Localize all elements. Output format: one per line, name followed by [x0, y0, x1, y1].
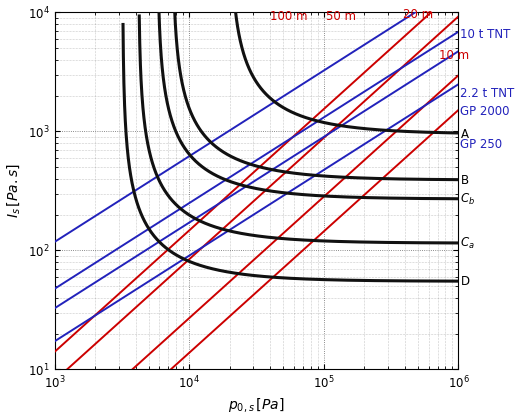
Text: GP 250: GP 250 — [460, 138, 502, 151]
Text: 20 m: 20 m — [403, 8, 433, 21]
Text: 2.2 t TNT: 2.2 t TNT — [460, 87, 514, 100]
Text: 100 m: 100 m — [270, 10, 308, 23]
Y-axis label: $I_s\, [Pa.s]$: $I_s\, [Pa.s]$ — [6, 163, 22, 218]
Text: B: B — [461, 173, 469, 186]
Text: A: A — [461, 128, 469, 141]
Text: GP 2000: GP 2000 — [460, 105, 510, 118]
Text: 50 m: 50 m — [327, 10, 356, 23]
Text: 10 m: 10 m — [438, 50, 469, 63]
Text: $C_a$: $C_a$ — [461, 236, 475, 251]
Text: $C_b$: $C_b$ — [461, 192, 475, 207]
Text: D: D — [461, 275, 470, 288]
Text: 10 t TNT: 10 t TNT — [460, 28, 511, 41]
X-axis label: $p_{0,s}\, [Pa]$: $p_{0,s}\, [Pa]$ — [228, 396, 285, 415]
